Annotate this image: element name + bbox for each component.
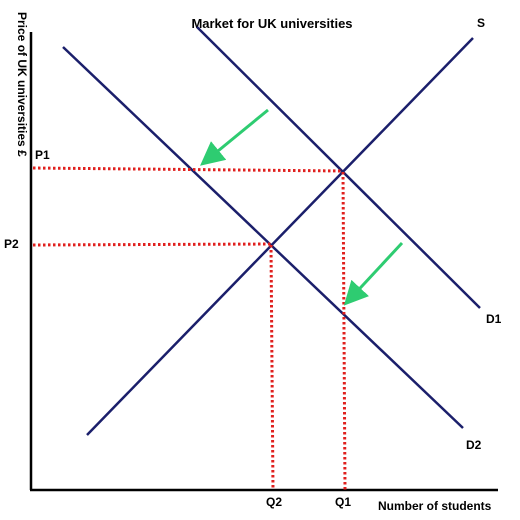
x-axis-label: Number of students bbox=[378, 499, 492, 513]
p1-guide-line bbox=[32, 166, 344, 173]
supply-label: S bbox=[477, 16, 485, 30]
demand-shift-arrow-lower bbox=[343, 241, 404, 306]
q1-label: Q1 bbox=[335, 495, 351, 509]
p2-guide-line bbox=[32, 242, 272, 247]
q2-guide-line bbox=[269, 244, 275, 491]
q2-label: Q2 bbox=[266, 495, 282, 509]
q1-guide-line bbox=[341, 171, 347, 491]
d1-label: D1 bbox=[486, 312, 502, 326]
p2-label: P2 bbox=[4, 237, 19, 251]
demand-shift-arrow-upper bbox=[200, 108, 269, 166]
demand-curve-d2 bbox=[62, 46, 464, 429]
p1-label: P1 bbox=[35, 148, 50, 162]
demand-curve-d1 bbox=[196, 26, 481, 309]
y-axis-label: Price of UK universities £ bbox=[15, 12, 29, 157]
d2-label: D2 bbox=[466, 438, 482, 452]
chart-title: Market for UK universities bbox=[191, 16, 352, 31]
supply-curve bbox=[86, 37, 474, 436]
